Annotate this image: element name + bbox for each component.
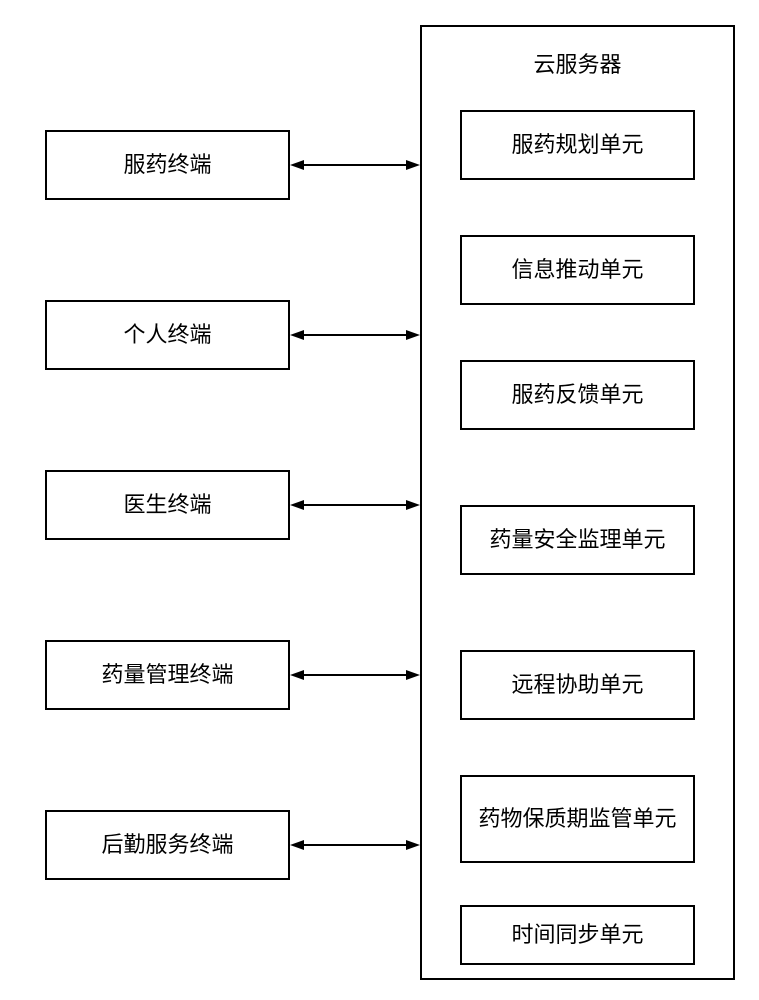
server-unit: 信息推动单元 (460, 235, 695, 305)
server-unit: 服药规划单元 (460, 110, 695, 180)
server-unit: 时间同步单元 (460, 905, 695, 965)
server-unit: 药物保质期监管单元 (460, 775, 695, 863)
bidir-arrow (270, 825, 440, 865)
terminal-box: 服药终端 (45, 130, 290, 200)
bidir-arrow (270, 145, 440, 185)
terminal-box: 医生终端 (45, 470, 290, 540)
cloud-server-title: 云服务器 (422, 47, 733, 79)
server-unit: 药量安全监理单元 (460, 505, 695, 575)
bidir-arrow (270, 655, 440, 695)
bidir-arrow (270, 485, 440, 525)
bidir-arrow (270, 315, 440, 355)
terminal-box: 后勤服务终端 (45, 810, 290, 880)
terminal-box: 药量管理终端 (45, 640, 290, 710)
terminal-box: 个人终端 (45, 300, 290, 370)
diagram-canvas: 云服务器 服药规划单元 信息推动单元 服药反馈单元 药量安全监理单元 远程协助单… (0, 0, 759, 1000)
server-unit: 服药反馈单元 (460, 360, 695, 430)
server-unit: 远程协助单元 (460, 650, 695, 720)
